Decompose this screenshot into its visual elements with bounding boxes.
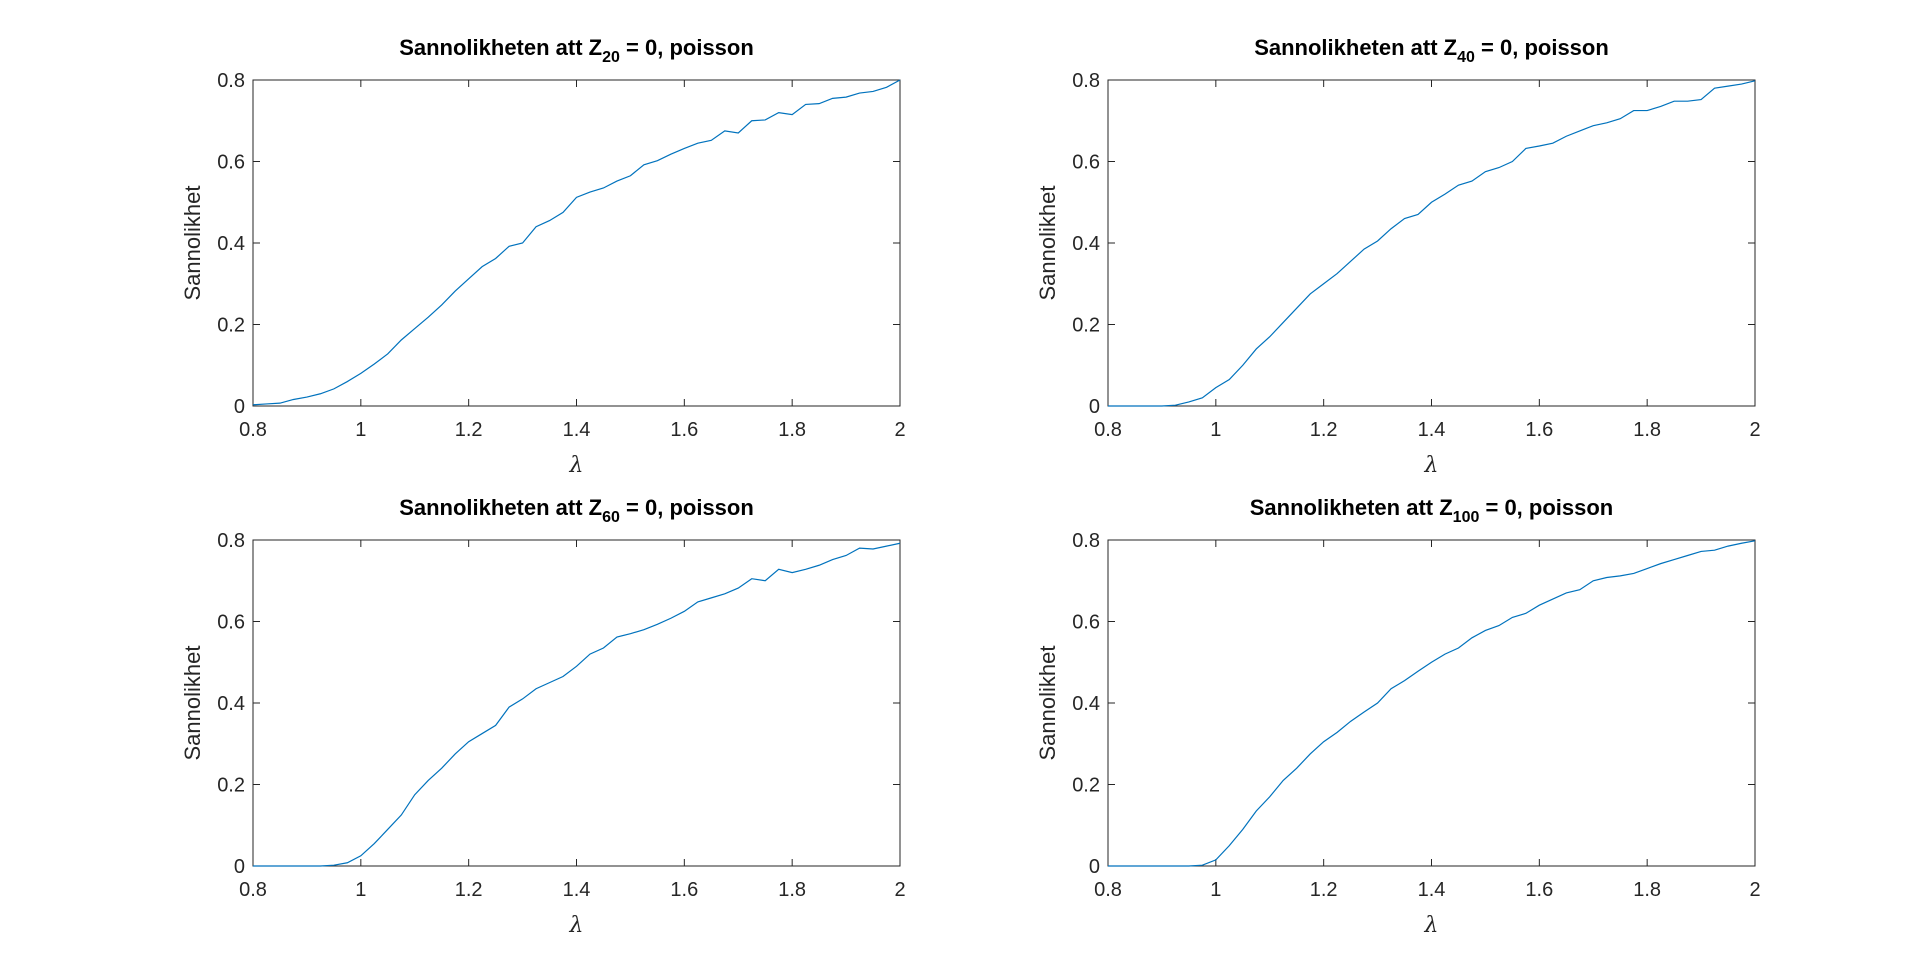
x-tick-label: 1: [1210, 419, 1221, 441]
y-axis-label: Sannolikhet: [180, 186, 205, 301]
y-tick-label: 0.2: [1072, 775, 1100, 797]
x-tick-label: 1.4: [1418, 419, 1446, 441]
y-tick-label: 0.4: [217, 233, 245, 255]
x-tick-label: 1.2: [1310, 879, 1338, 901]
y-tick-label: 0.2: [217, 775, 245, 797]
plot-title: Sannolikheten att Z40 = 0, poisson: [1254, 35, 1609, 66]
x-tick-label: 1.8: [1633, 879, 1661, 901]
x-tick-label: 0.8: [1094, 419, 1122, 441]
x-tick-label: 1.2: [455, 419, 483, 441]
title-subscript: 40: [1457, 49, 1475, 66]
x-axis-label: λ: [1424, 453, 1439, 478]
title-subscript: 60: [602, 509, 620, 526]
x-tick-label: 1: [355, 879, 366, 901]
subplot-2: 0.8 1 1.2 1.4 1.6 1.8 2 0 0.2 0.4 0.6 0.8 λ Sannolikh…: [1035, 35, 1761, 478]
x-tick-label: 0.8: [239, 879, 267, 901]
x-tick-label: 1.8: [778, 419, 806, 441]
subplot-3: 0.8 1 1.2 1.4 1.6 1.8 2 0 0.2 0.4 0.6 0.8 λ Sannolikh…: [180, 495, 906, 938]
y-tick-label: 0.6: [217, 612, 245, 634]
x-tick-label: 1.2: [455, 879, 483, 901]
x-tick-label: 1.8: [1633, 419, 1661, 441]
series-line: [1108, 540, 1756, 867]
subplot-1: 0.8 1 1.2 1.4 1.6 1.8 200.20.40.60.8λSannolikh…: [180, 35, 906, 478]
plot-title: Sannolikheten att Z100 = 0, poisson: [1250, 495, 1614, 526]
y-tick-label: 0: [1089, 856, 1100, 878]
y-tick-label: 0.2: [217, 315, 245, 337]
y-tick-label: 0.2: [1072, 315, 1100, 337]
y-axis-label: Sannolikhet: [1035, 186, 1060, 301]
y-tick-label: 0.6: [1072, 152, 1100, 174]
title-suffix: = 0, poisson: [620, 495, 754, 520]
plot-title: Sannolikheten att Z20 = 0, poisson: [399, 35, 754, 66]
x-tick-label: 1: [355, 419, 366, 441]
title-prefix: Sannolikheten att Z: [399, 495, 602, 520]
x-tick-label: 1.6: [670, 879, 698, 901]
series-line: [1108, 80, 1756, 407]
y-tick-label: 0: [234, 396, 245, 418]
title-prefix: Sannolikheten att Z: [1250, 495, 1453, 520]
x-tick-label: 1.4: [1418, 879, 1446, 901]
x-tick-label: 1.4: [563, 419, 591, 441]
x-axis-label: λ: [569, 453, 584, 478]
y-tick-label: 0.8: [217, 70, 245, 92]
y-tick-label: 0.4: [1072, 693, 1100, 715]
series-line: [253, 542, 901, 867]
x-tick-label: 2: [1749, 879, 1760, 901]
y-axis-label: Sannolikhet: [180, 646, 205, 761]
axes-frame: [1107, 79, 1756, 407]
x-tick-label: 1: [1210, 879, 1221, 901]
x-axis-label: λ: [1424, 913, 1439, 938]
x-tick-label: 2: [894, 879, 905, 901]
y-tick-label: 0.8: [217, 530, 245, 552]
title-subscript: 100: [1453, 509, 1480, 526]
y-axis-label: Sannolikhet: [1035, 646, 1060, 761]
x-tick-label: 0.8: [1094, 879, 1122, 901]
y-tick-label: 0.6: [1072, 612, 1100, 634]
series-line: [252, 79, 901, 406]
x-axis-label: λ: [569, 913, 584, 938]
title-suffix: = 0, poisson: [620, 35, 754, 60]
x-tick-label: 1.6: [670, 419, 698, 441]
plot-title: Sannolikheten att Z60 = 0, poisson: [399, 495, 754, 526]
axes-frame: [252, 539, 901, 867]
y-tick-label: 0: [1089, 396, 1100, 418]
x-tick-label: 2: [1749, 419, 1760, 441]
x-tick-label: 1.2: [1310, 419, 1338, 441]
y-tick-label: 0: [234, 856, 245, 878]
x-tick-label: 2: [894, 419, 905, 441]
y-tick-label: 0.8: [1072, 70, 1100, 92]
x-tick-label: 1.4: [563, 879, 591, 901]
subplot-4: 0.8 1 1.2 1.4 1.6 1.8 2 0 0.2 0.4 0.6 0.8 λ Sannolikh…: [1035, 495, 1761, 938]
title-prefix: Sannolikheten att Z: [399, 35, 602, 60]
x-tick-label: 1.8: [778, 879, 806, 901]
title-suffix: = 0, poisson: [1479, 495, 1613, 520]
title-suffix: = 0, poisson: [1475, 35, 1609, 60]
y-tick-label: 0.4: [1072, 233, 1100, 255]
y-tick-label: 0.4: [217, 693, 245, 715]
y-tick-label: 0.6: [217, 152, 245, 174]
y-tick-label: 0.8: [1072, 530, 1100, 552]
axes-frame: [1107, 539, 1756, 867]
x-tick-label: 0.8: [239, 419, 267, 441]
title-subscript: 20: [602, 49, 620, 66]
x-tick-label: 1.6: [1525, 419, 1553, 441]
title-prefix: Sannolikheten att Z: [1254, 35, 1457, 60]
x-tick-label: 1.6: [1525, 879, 1553, 901]
axes-frame: [252, 79, 901, 407]
